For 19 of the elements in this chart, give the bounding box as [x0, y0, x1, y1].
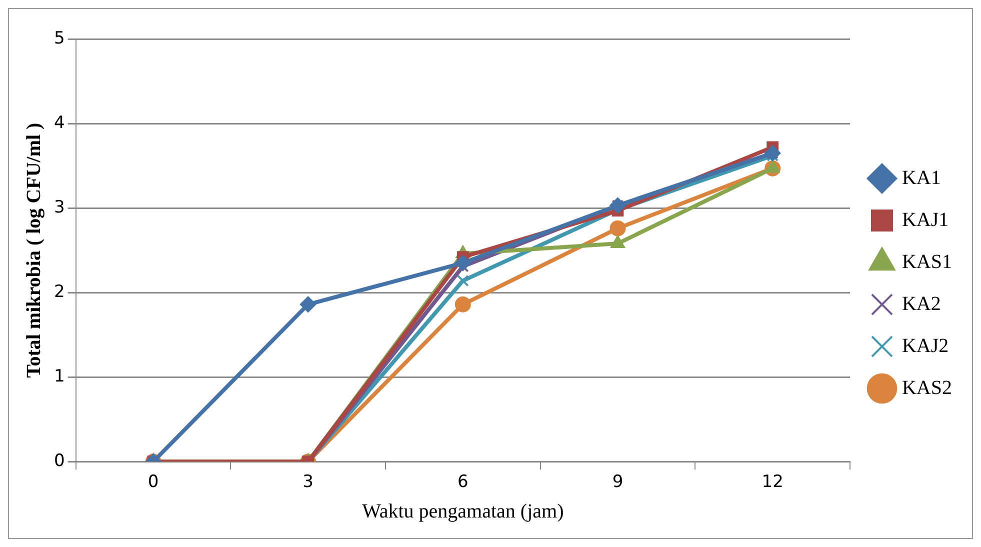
x-tick-label: 0: [148, 472, 159, 492]
legend-label: KA1: [902, 166, 941, 189]
x-tick-label: 6: [457, 472, 468, 492]
y-tick-label: 1: [54, 366, 65, 386]
y-axis-title: Total mikrobia ( log CFU/ml ): [23, 122, 46, 378]
y-tick-label: 4: [54, 112, 65, 133]
y-tick-label: 0: [54, 451, 65, 472]
y-tick-label: 5: [54, 28, 65, 48]
y-tick-label: 3: [54, 197, 65, 218]
legend-label: KA2: [902, 292, 941, 315]
legend-label: KAJ1: [902, 208, 949, 231]
x-tick-label: 9: [612, 472, 624, 492]
legend-label: KAS1: [902, 250, 952, 273]
x-tick-label: 3: [302, 472, 314, 492]
legend-label: KAJ2: [902, 334, 949, 357]
y-tick-label: 2: [54, 282, 65, 302]
x-tick-label: 12: [762, 472, 784, 492]
x-axis-title: Waktu pengamatan (jam): [362, 500, 564, 522]
legend-label: KAS2: [902, 376, 952, 399]
